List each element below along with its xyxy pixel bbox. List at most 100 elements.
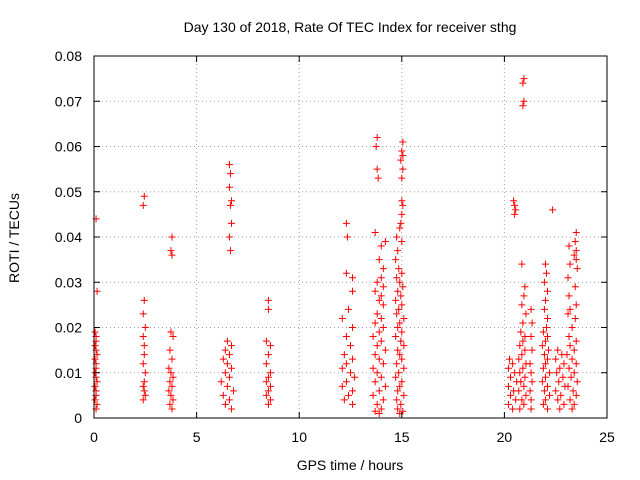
data-point-marker: [571, 283, 579, 291]
data-point-marker: [394, 247, 402, 255]
data-point-marker: [542, 324, 550, 331]
data-point-marker: [520, 75, 528, 83]
data-point-marker: [342, 360, 350, 368]
data-point-marker: [342, 333, 350, 341]
x-tick-label: 0: [90, 429, 98, 445]
data-point-marker: [528, 346, 536, 354]
data-point-marker: [394, 287, 402, 295]
data-point-marker: [225, 183, 233, 191]
data-point-marker: [506, 355, 514, 363]
data-point-marker: [230, 387, 238, 395]
data-point-marker: [393, 396, 401, 404]
data-point-marker: [520, 292, 528, 300]
data-point-marker: [398, 269, 406, 277]
data-point-marker: [266, 396, 274, 404]
data-point-marker: [379, 360, 387, 368]
data-point-marker: [226, 247, 234, 255]
data-point-marker: [141, 369, 149, 377]
data-point-marker: [349, 387, 357, 395]
data-point-marker: [393, 310, 401, 318]
data-point-marker: [552, 355, 560, 363]
y-tick-label: 0.01: [55, 365, 82, 381]
data-point-marker: [225, 373, 233, 381]
data-point-marker: [262, 337, 270, 345]
data-point-marker: [520, 97, 528, 105]
data-point-marker: [512, 206, 520, 214]
data-point-marker: [515, 355, 523, 363]
data-point-marker: [169, 373, 177, 381]
data-point-marker: [140, 296, 148, 304]
data-point-marker: [507, 391, 515, 399]
data-point-marker: [168, 405, 176, 413]
data-point-marker: [400, 314, 408, 322]
data-point-marker: [555, 378, 563, 386]
data-point-marker: [227, 342, 235, 350]
data-point-marker: [572, 256, 580, 264]
data-point-marker: [570, 251, 578, 259]
data-point-marker: [340, 396, 348, 404]
x-tick-label: 5: [193, 429, 201, 445]
data-point-marker: [375, 355, 383, 363]
data-point-marker: [381, 238, 389, 246]
data-point-marker: [139, 310, 147, 318]
data-point-marker: [398, 238, 406, 246]
data-point-marker: [139, 201, 147, 209]
data-point-marker: [572, 337, 580, 345]
data-point-marker: [505, 382, 513, 390]
data-point-marker: [379, 324, 387, 331]
data-point-marker: [375, 387, 383, 395]
data-point-marker: [395, 369, 403, 377]
data-point-marker: [169, 396, 177, 404]
data-point-marker: [93, 287, 101, 295]
data-point-marker: [553, 369, 561, 377]
y-tick-label: 0.02: [55, 320, 82, 336]
data-point-marker: [338, 314, 346, 322]
data-point-marker: [219, 355, 227, 363]
data-point-marker: [342, 219, 350, 227]
axes: 0 5 10 15 20 25 0 0.01 0.02 0.03 0.04 0.05 0.06 0.07 0…: [55, 48, 615, 445]
data-point-marker: [226, 170, 234, 178]
data-point-marker: [217, 378, 225, 386]
data-point-marker: [528, 319, 536, 327]
data-point-marker: [227, 197, 235, 205]
x-tick-label: 10: [291, 429, 307, 445]
data-point-marker: [377, 314, 385, 322]
y-tick-label: 0.05: [55, 184, 82, 200]
data-point-marker: [379, 396, 387, 404]
data-point-marker: [266, 369, 274, 377]
data-point-marker: [393, 274, 401, 282]
data-point-marker: [221, 400, 229, 408]
data-point-marker: [372, 143, 380, 150]
data-point-marker: [392, 373, 400, 381]
data-point-marker: [225, 351, 233, 359]
data-point-marker: [560, 400, 568, 408]
data-point-marker: [379, 265, 387, 273]
y-axis-label: ROTI / TECUs: [6, 193, 22, 283]
data-point-marker: [168, 251, 176, 259]
data-point-marker: [572, 360, 580, 368]
data-point-marker: [570, 400, 578, 408]
data-point-marker: [398, 210, 406, 218]
data-point-marker: [371, 407, 379, 415]
data-point-marker: [565, 242, 573, 250]
data-point-marker: [540, 278, 548, 286]
data-point-marker: [541, 373, 549, 381]
data-point-marker: [93, 400, 101, 408]
data-point-marker: [369, 333, 377, 341]
y-tick-label: 0.08: [55, 48, 82, 64]
data-point-marker: [344, 391, 352, 399]
data-point-marker: [527, 396, 535, 404]
data-point-marker: [394, 405, 402, 413]
y-tick-label: 0.04: [55, 229, 82, 245]
data-point-marker: [527, 369, 535, 377]
data-point-marker: [572, 228, 580, 236]
data-point-marker: [538, 378, 546, 386]
data-point-marker: [377, 405, 385, 413]
data-point-marker: [140, 351, 148, 359]
data-point-marker: [375, 328, 383, 336]
data-point-marker: [554, 346, 562, 354]
data-point-marker: [571, 314, 579, 322]
data-point-marker: [540, 305, 548, 313]
data-point-marker: [262, 378, 270, 386]
data-point-marker: [379, 283, 387, 291]
